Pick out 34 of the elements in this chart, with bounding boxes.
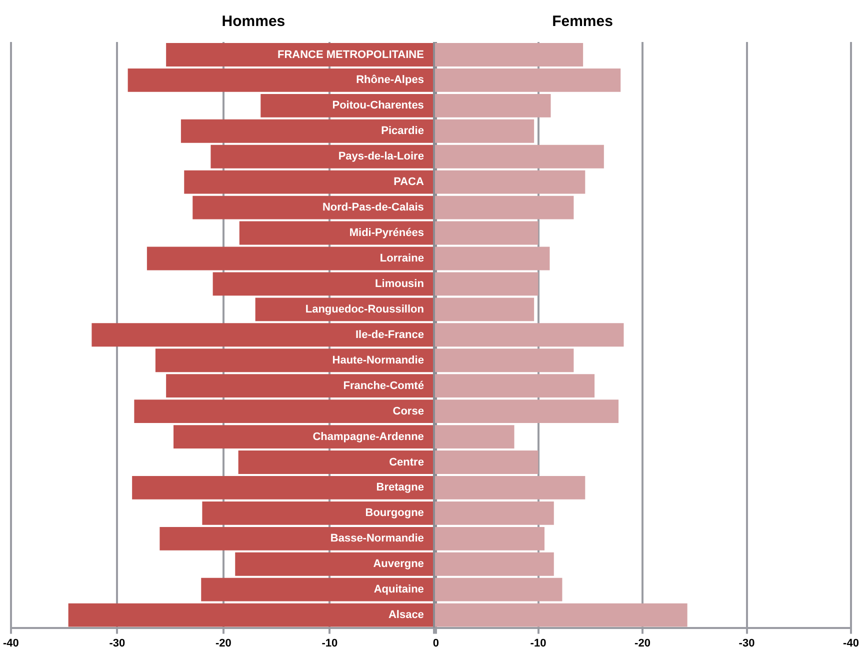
y-tick-label: Corse xyxy=(392,405,424,418)
y-tick-label: Bourgogne xyxy=(365,507,424,520)
y-tick-label: Poitou-Charentes xyxy=(332,100,424,112)
y-tick-label: Aquitaine xyxy=(374,584,424,596)
y-tick-label: PACA xyxy=(394,176,424,188)
y-tick-label: Lorraine xyxy=(380,252,424,265)
x-tick-label: -30 xyxy=(738,637,755,650)
y-tick-label: Basse-Normandie xyxy=(330,532,424,545)
x-tick-label: -20 xyxy=(634,637,650,650)
x-tick-label: -30 xyxy=(109,637,126,650)
series-label: Hommes xyxy=(222,13,286,30)
y-tick-label: Ile-de-France xyxy=(355,328,424,341)
x-tick-label: 0 xyxy=(432,637,440,650)
series-label: Femmes xyxy=(552,13,613,30)
x-tick-label: -10 xyxy=(322,637,338,650)
y-tick-label: Languedoc-Roussillon xyxy=(305,303,424,316)
x-tick-label: -40 xyxy=(843,637,859,650)
y-tick-label: Auvergne xyxy=(373,558,424,570)
y-tick-label: Limousin xyxy=(375,278,424,290)
y-tick-label: Rhône-Alpes xyxy=(356,74,424,86)
y-tick-label: Alsace xyxy=(388,609,424,622)
x-tick-label: -10 xyxy=(530,637,546,650)
y-tick-label: Bretagne xyxy=(376,482,424,494)
y-tick-label: Haute-Normandie xyxy=(332,354,424,366)
x-tick-label: -40 xyxy=(2,637,19,650)
y-tick-label: Nord-Pas-de-Calais xyxy=(322,202,424,214)
y-tick-label: Midi-Pyrénées xyxy=(349,227,424,240)
y-tick-label: Champagne-Ardenne xyxy=(312,430,424,443)
y-tick-label: Picardie xyxy=(381,125,424,138)
y-tick-label: Centre xyxy=(389,456,424,468)
y-tick-label: Pays-de-la-Loire xyxy=(338,150,424,163)
x-tick-label: -20 xyxy=(215,637,232,650)
y-tick-label: Franche-Comté xyxy=(343,380,424,392)
y-tick-label: FRANCE METROPOLITAINE xyxy=(277,48,424,61)
